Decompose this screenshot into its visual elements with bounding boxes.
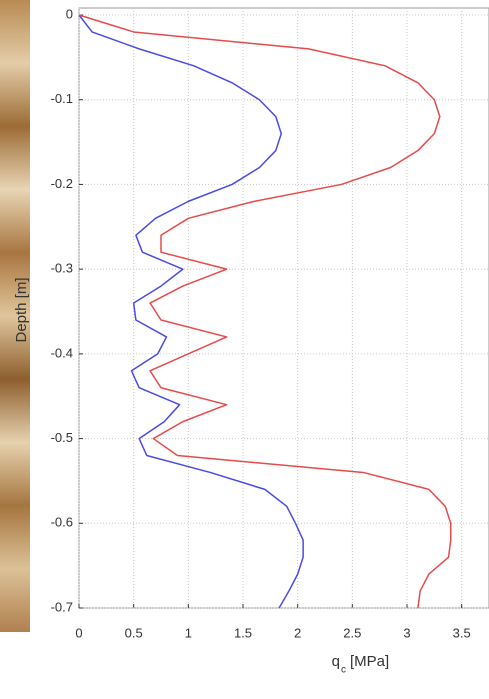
soil-image: [0, 0, 30, 632]
y-tick-label: -0.6: [51, 515, 73, 530]
plot-area: [78, 7, 489, 609]
x-tick-label: 0: [75, 625, 82, 640]
y-tick-label: -0.5: [51, 430, 73, 445]
profile-line: [78, 14, 452, 609]
y-tick-label: -0.1: [51, 91, 73, 106]
x-axis-label-sub: c: [341, 665, 346, 676]
x-tick-label: 3.5: [453, 625, 471, 640]
y-tick-label: -0.3: [51, 261, 73, 276]
profile-line: [78, 14, 304, 609]
x-tick-label: 1: [185, 625, 192, 640]
x-tick-label: 2.5: [343, 625, 361, 640]
x-tick-label: 1.5: [234, 625, 252, 640]
y-tick-label: -0.2: [51, 176, 73, 191]
x-axis-label-unit: [MPa]: [350, 653, 389, 670]
y-axis-label: Depth [m]: [13, 277, 30, 342]
y-tick-label: -0.7: [51, 599, 73, 614]
x-axis-label: q: [332, 653, 340, 670]
x-tick-label: 0.5: [125, 625, 143, 640]
x-tick-label: 3: [403, 625, 410, 640]
y-tick-label: 0: [66, 6, 73, 21]
y-tick-label: -0.4: [51, 345, 73, 360]
x-tick-label: 2: [294, 625, 301, 640]
